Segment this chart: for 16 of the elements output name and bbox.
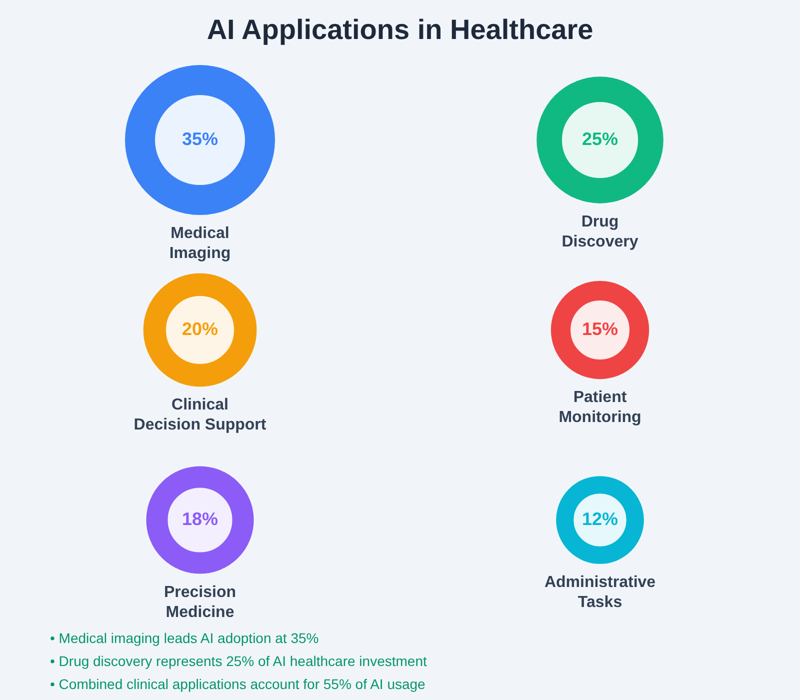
data-label: 18% bbox=[182, 509, 218, 529]
text: AI Applications in Healthcare bbox=[206, 14, 594, 45]
data-label: 25% bbox=[582, 129, 618, 149]
category-label: Administrative Tasks bbox=[544, 574, 656, 611]
data-label: 12% bbox=[582, 509, 618, 529]
text: • Medical imaging leads AI adoption at 35% bbox=[50, 630, 319, 646]
category-label: Patient Monitoring bbox=[558, 389, 642, 426]
data-label: 15% bbox=[582, 319, 618, 339]
data-label: 20% bbox=[182, 319, 218, 339]
category-label: Medical Imaging bbox=[169, 225, 231, 262]
category-label: Clinical Decision Support bbox=[134, 396, 267, 434]
category-label: Precision Medicine bbox=[164, 584, 236, 621]
text: • Drug discovery represents 25% of AI healthcare investment bbox=[50, 653, 427, 669]
data-label: 35% bbox=[182, 129, 218, 149]
category-label: Drug Discovery bbox=[562, 213, 638, 250]
text: • Combined clinical applications account for 55% of AI usage bbox=[50, 676, 426, 692]
